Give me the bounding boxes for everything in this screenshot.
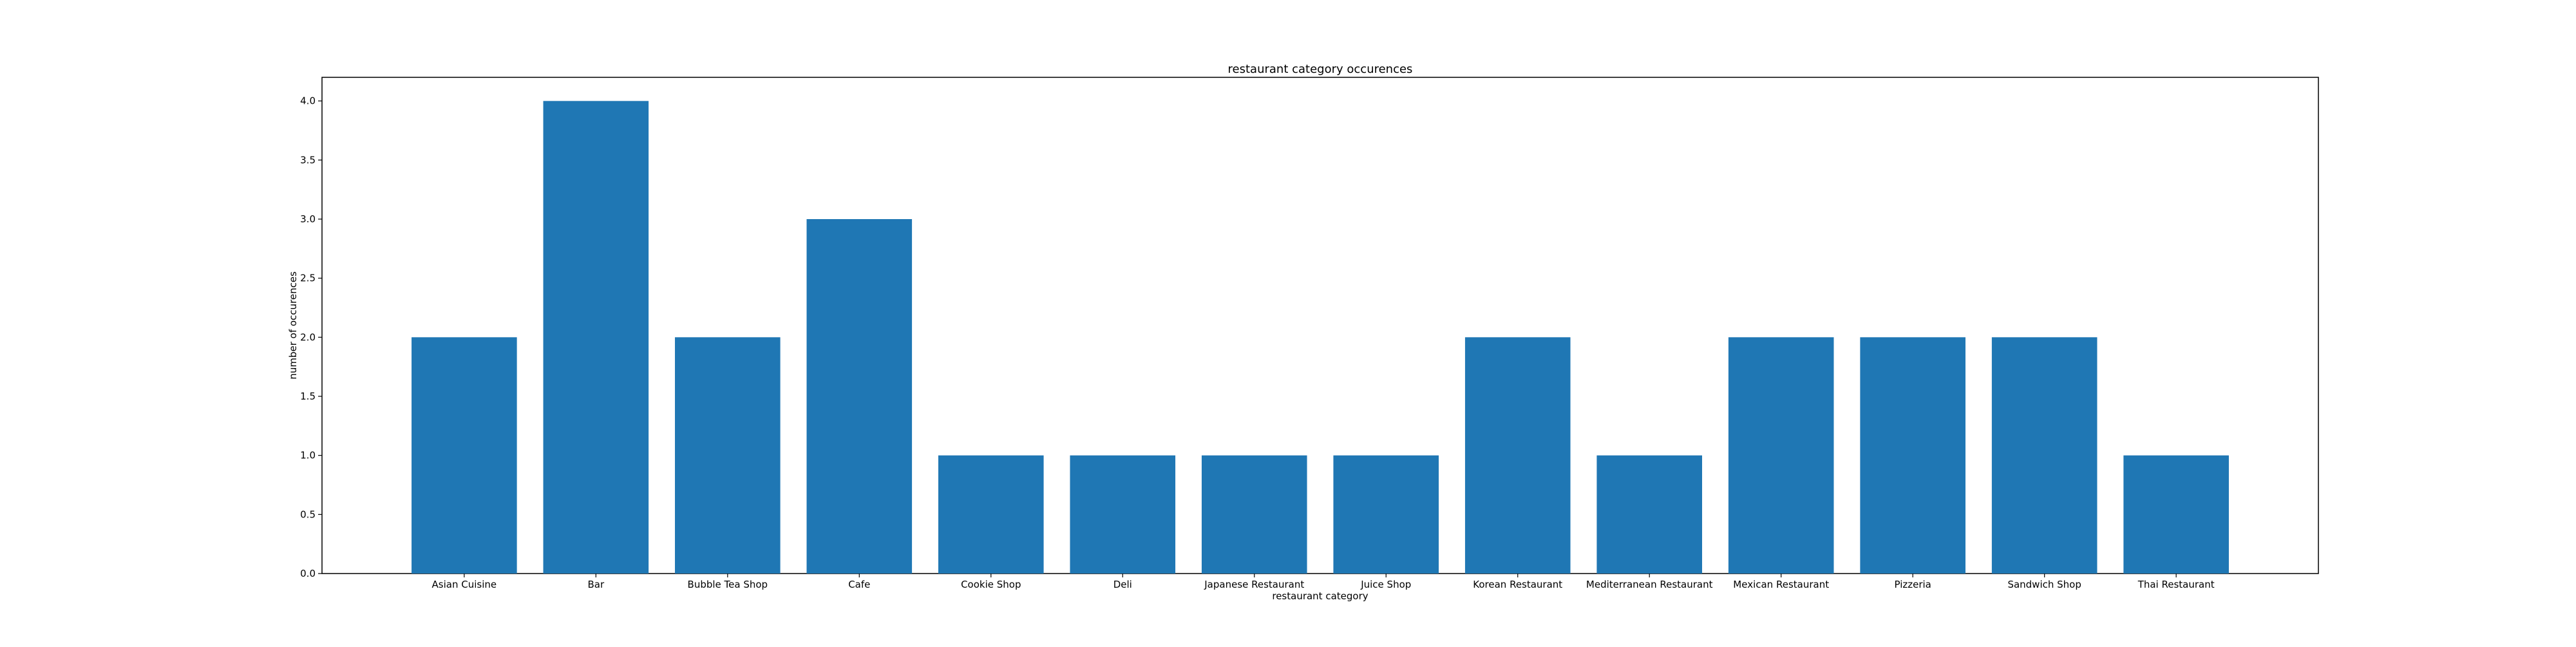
x-tick-label: Thai Restaurant [2137,579,2215,590]
bars-layer [412,101,2229,574]
plot-area [321,77,2319,574]
y-tick-label: 0.0 [300,568,316,579]
y-tick-label: 0.5 [300,508,316,520]
bar-mexican-restaurant [1728,337,1834,574]
x-axis-ticks: Asian Cuisine Bar Bubble Tea Shop Cafe Cooki… [432,574,2215,590]
y-tick-label: 3.0 [300,213,316,225]
x-tick-label: Mexican Restaurant [1733,579,1829,590]
x-tick-label: Asian Cuisine [432,579,497,590]
bar-bubble-tea-shop [675,337,781,574]
y-tick-label: 1.5 [300,391,316,402]
x-tick-label: Mediterranean Restaurant [1586,579,1713,590]
x-axis-label: restaurant category [1272,590,1368,602]
x-tick-label: Bar [588,579,605,590]
bar-thai-restaurant [2123,455,2229,574]
y-tick-label: 1.0 [300,450,316,461]
y-axis-ticks: 0.0 0.5 1.0 1.5 2.0 2.5 3.0 3.5 4.0 [300,95,322,579]
x-tick-label: Sandwich Shop [2007,579,2081,590]
bar-cookie-shop [938,455,1044,574]
x-tick-label: Bubble Tea Shop [688,579,768,590]
y-tick-label: 2.0 [300,331,316,343]
bar-deli [1070,455,1176,574]
x-tick-label: Korean Restaurant [1473,579,1562,590]
bar-bar [543,101,649,574]
bar-pizzeria [1860,337,1965,574]
bar-korean-restaurant [1464,337,1571,574]
y-tick-label: 3.5 [300,154,316,166]
x-tick-label: Cookie Shop [961,579,1021,590]
bar-japanese-restaurant [1201,455,1307,574]
bar-juice-shop [1333,455,1439,574]
y-axis-label: number of occurences [287,271,299,380]
bar-mediterranean-restaurant [1596,455,1703,574]
x-tick-label: Pizzeria [1894,579,1931,590]
bar-asian-cuisine [412,337,517,574]
y-tick-label: 4.0 [300,95,316,107]
bar-cafe [806,219,913,574]
x-tick-label: Cafe [848,579,870,590]
x-tick-label: Juice Shop [1360,579,1411,590]
x-tick-label: Japanese Restaurant [1204,579,1304,590]
x-tick-label: Deli [1113,579,1132,590]
chart-title: restaurant category occurences [1228,63,1413,76]
bar-sandwich-shop [1991,337,2098,574]
y-tick-label: 2.5 [300,273,316,284]
